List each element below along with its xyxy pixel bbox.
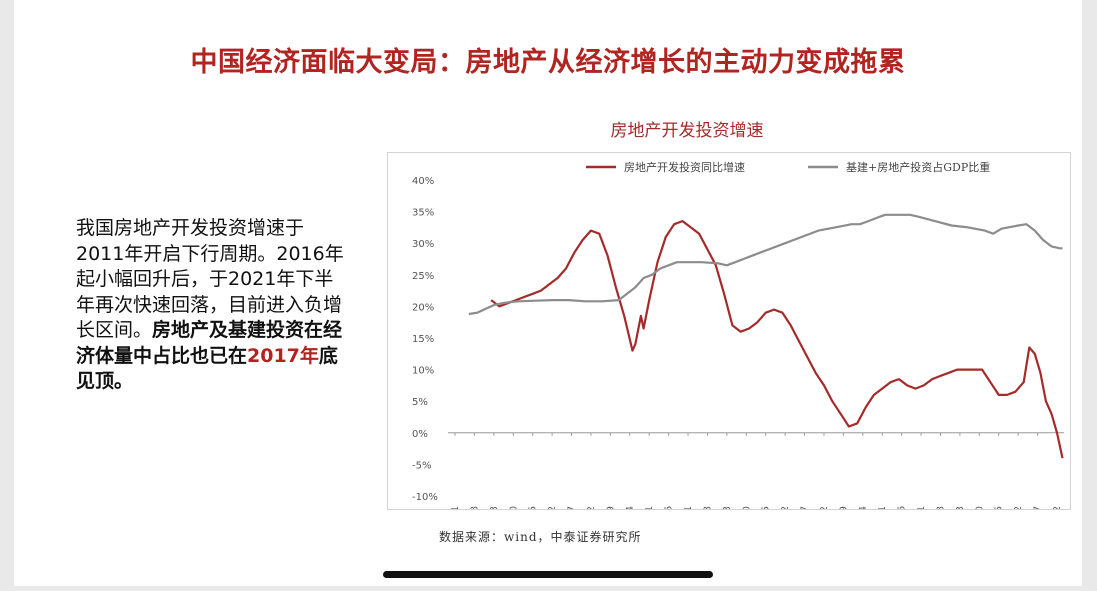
x-tick-label: 2008-02 bbox=[586, 506, 597, 509]
x-tick-label: 2019-10 bbox=[974, 506, 985, 509]
chart-svg: -10% -5% 0% 5% 10% 15% 20% 25% 30% 35% 40% 2004-01 2… bbox=[412, 160, 1064, 509]
chart-frame: -10% -5% 0% 5% 10% 15% 20% 25% 30% 35% 40% 2004-01 2… bbox=[387, 152, 1071, 510]
x-tick-label: 2005-03 bbox=[489, 506, 500, 509]
x-tick-label: 2016-11 bbox=[877, 506, 888, 509]
x-tick-label: 2010-06 bbox=[664, 506, 675, 509]
y-tick-label: 0% bbox=[412, 429, 428, 440]
y-tick-label: 40% bbox=[412, 176, 434, 187]
x-tick-label: 2016-04 bbox=[858, 506, 869, 509]
x-tick-label: 2006-12 bbox=[547, 506, 558, 509]
x-tick-label: 2020-12 bbox=[1013, 506, 1024, 509]
x-tick-label: 2020-05 bbox=[994, 506, 1005, 509]
legend-label: 基建+房地产投资占GDP比重 bbox=[846, 160, 990, 174]
side-text-bold-end: 底见顶。 bbox=[76, 344, 338, 393]
x-tick-label: 2017-06 bbox=[897, 506, 908, 509]
series-line-investment-gdp-share bbox=[468, 213, 1063, 316]
x-tick-label: 2014-07 bbox=[800, 506, 811, 509]
y-tick-label: 15% bbox=[412, 334, 434, 345]
slide-title: 中国经济面临大变局：房地产从经济增长的主动力变成拖累 bbox=[190, 47, 906, 78]
x-tick-label: 2009-11 bbox=[644, 506, 655, 509]
x-tick-label: 2007-07 bbox=[567, 506, 578, 509]
x-tick-label: 2013-12 bbox=[780, 506, 791, 509]
side-text-year: 2017年 bbox=[247, 344, 319, 367]
home-indicator-bar bbox=[383, 571, 713, 578]
x-tick-label: 2006-05 bbox=[528, 506, 539, 509]
source-note: 数据来源：wind，中泰证券研究所 bbox=[439, 530, 642, 544]
y-tick-label: 25% bbox=[412, 271, 434, 282]
x-tick-label: 2013-05 bbox=[761, 506, 772, 509]
x-tick-label: 2011-08 bbox=[702, 506, 713, 509]
x-tick-label: 2004-08 bbox=[469, 506, 480, 509]
series-line-real-estate-growth bbox=[490, 220, 1064, 459]
y-tick-label: 10% bbox=[412, 366, 434, 377]
side-text-bold: 房地产及基建投资在经济体量中占比也已在 bbox=[76, 319, 343, 367]
y-tick-label: 20% bbox=[412, 302, 434, 313]
x-tick-label: 2008-09 bbox=[605, 506, 616, 509]
x-tick-label: 2018-01 bbox=[916, 506, 927, 509]
x-tick-label: 2009-04 bbox=[625, 506, 636, 509]
y-tick-label: -10% bbox=[412, 492, 438, 503]
x-tick-label: 2018-08 bbox=[935, 506, 946, 509]
x-tick-label: 2022-02 bbox=[1052, 506, 1063, 509]
x-tick-label: 2004-01 bbox=[450, 506, 461, 509]
side-text-body: 我国房地产开发投资增速于2011年开启下行周期。2016年起小幅回升后，于202… bbox=[76, 217, 344, 341]
y-tick-label: -5% bbox=[412, 460, 431, 471]
y-tick-label: 5% bbox=[412, 397, 428, 408]
y-tick-label: 35% bbox=[412, 208, 434, 219]
x-tick-label: 2012-03 bbox=[722, 506, 733, 509]
x-tick-label: 2015-09 bbox=[838, 506, 849, 509]
chart-title: 房地产开发投资增速 bbox=[610, 121, 764, 141]
x-tick-label: 2021-07 bbox=[1033, 506, 1044, 509]
x-tick-label: 2005-10 bbox=[508, 506, 519, 509]
legend-label: 房地产开发投资同比增速 bbox=[624, 160, 745, 174]
y-tick-label: 30% bbox=[412, 239, 434, 250]
x-tick-label: 2012-10 bbox=[741, 506, 752, 509]
x-tick-label: 2011-01 bbox=[683, 506, 694, 509]
side-text: 我国房地产开发投资增速于2011年开启下行周期。2016年起小幅回升后，于202… bbox=[76, 216, 346, 395]
slide: 中国经济面临大变局：房地产从经济增长的主动力变成拖累 我国房地产开发投资增速于2… bbox=[14, 0, 1082, 586]
x-tick-label: 2019-03 bbox=[955, 506, 966, 509]
x-tick-label: 2015-02 bbox=[819, 506, 830, 509]
